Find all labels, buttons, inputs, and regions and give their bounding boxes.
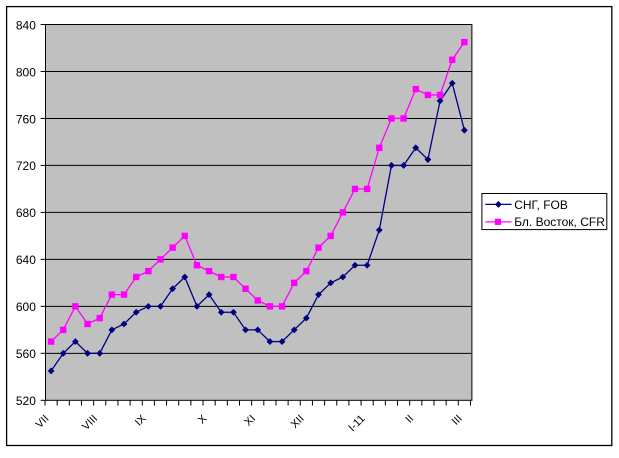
svg-text:640: 640 (16, 253, 36, 267)
svg-text:520: 520 (16, 394, 36, 408)
svg-text:СНГ, FOB: СНГ, FOB (514, 198, 568, 212)
svg-text:600: 600 (16, 300, 36, 314)
svg-text:760: 760 (16, 112, 36, 126)
svg-text:840: 840 (16, 18, 36, 32)
svg-text:680: 680 (16, 206, 36, 220)
svg-text:560: 560 (16, 347, 36, 361)
svg-text:Бл. Восток, CFR: Бл. Восток, CFR (514, 215, 605, 229)
svg-text:720: 720 (16, 159, 36, 173)
svg-text:800: 800 (16, 65, 36, 79)
